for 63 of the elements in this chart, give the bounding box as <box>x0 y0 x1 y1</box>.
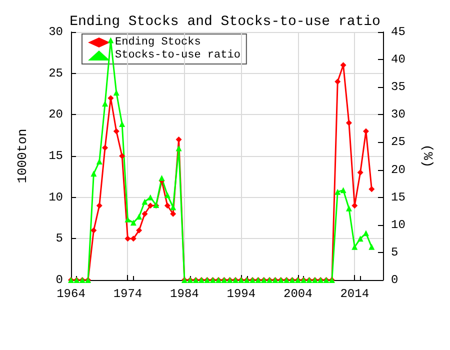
point <box>164 192 170 198</box>
point <box>96 202 102 209</box>
y2-tick-label: 5 <box>391 245 398 260</box>
x-tick-label: 2014 <box>340 287 370 301</box>
x-tick-label: 1974 <box>113 287 142 301</box>
legend-label: Stocks-to-use ratio <box>115 50 240 62</box>
point <box>176 136 182 142</box>
point <box>102 144 108 151</box>
point <box>147 194 154 200</box>
y-tick-label: 5 <box>56 232 63 246</box>
point <box>346 120 352 126</box>
y-tick-label: 0 <box>56 273 63 287</box>
point <box>352 202 358 209</box>
point <box>147 202 154 209</box>
point <box>142 198 148 205</box>
point <box>334 188 341 195</box>
point <box>164 202 170 209</box>
y-tick-label: 15 <box>48 149 63 163</box>
point <box>170 210 176 217</box>
point <box>90 170 97 177</box>
y2-tick-label: 20 <box>391 162 406 177</box>
y2-tick-label: 0 <box>391 273 398 287</box>
y2-tick-label: 10 <box>391 218 406 232</box>
chart-title: Ending Stocks and Stocks-to-use ratio <box>70 14 380 30</box>
point <box>136 227 142 234</box>
x-tick-label: 1994 <box>226 287 256 301</box>
point <box>136 214 142 220</box>
point <box>108 37 114 44</box>
point <box>340 187 346 194</box>
y-tick-label: 30 <box>48 25 63 39</box>
point <box>368 186 375 192</box>
x-tick-label: 2004 <box>284 287 312 301</box>
y2-tick-label: 15 <box>391 190 406 204</box>
point <box>119 153 126 159</box>
legend-label: Ending Stocks <box>115 36 201 48</box>
point <box>142 210 148 217</box>
y2-axis-title: (%) <box>420 144 435 168</box>
point <box>119 121 126 128</box>
x-tick-label: 1984 <box>170 287 199 301</box>
point <box>176 145 182 152</box>
y2-tick-label: 40 <box>391 52 406 67</box>
point <box>357 236 364 242</box>
point <box>346 205 352 212</box>
x-tick-label: 1964 <box>56 287 86 301</box>
point <box>96 158 102 165</box>
point <box>113 90 120 96</box>
y2-tick-label: 45 <box>391 25 406 39</box>
y-tick-label: 25 <box>48 66 63 80</box>
y2-tick-label: 35 <box>391 80 406 94</box>
y-axis-title: 1000ton <box>15 128 30 184</box>
point <box>357 170 364 176</box>
point <box>113 128 120 134</box>
point <box>90 227 97 234</box>
point <box>124 236 131 242</box>
y2-tick-label: 30 <box>391 108 406 122</box>
y-tick-label: 20 <box>48 108 63 122</box>
y2-tick-label: 25 <box>391 135 406 150</box>
point <box>130 236 136 242</box>
y-tick-label: 10 <box>48 190 63 204</box>
point <box>130 220 136 226</box>
point <box>368 244 375 250</box>
point <box>334 78 341 85</box>
point <box>158 175 165 182</box>
